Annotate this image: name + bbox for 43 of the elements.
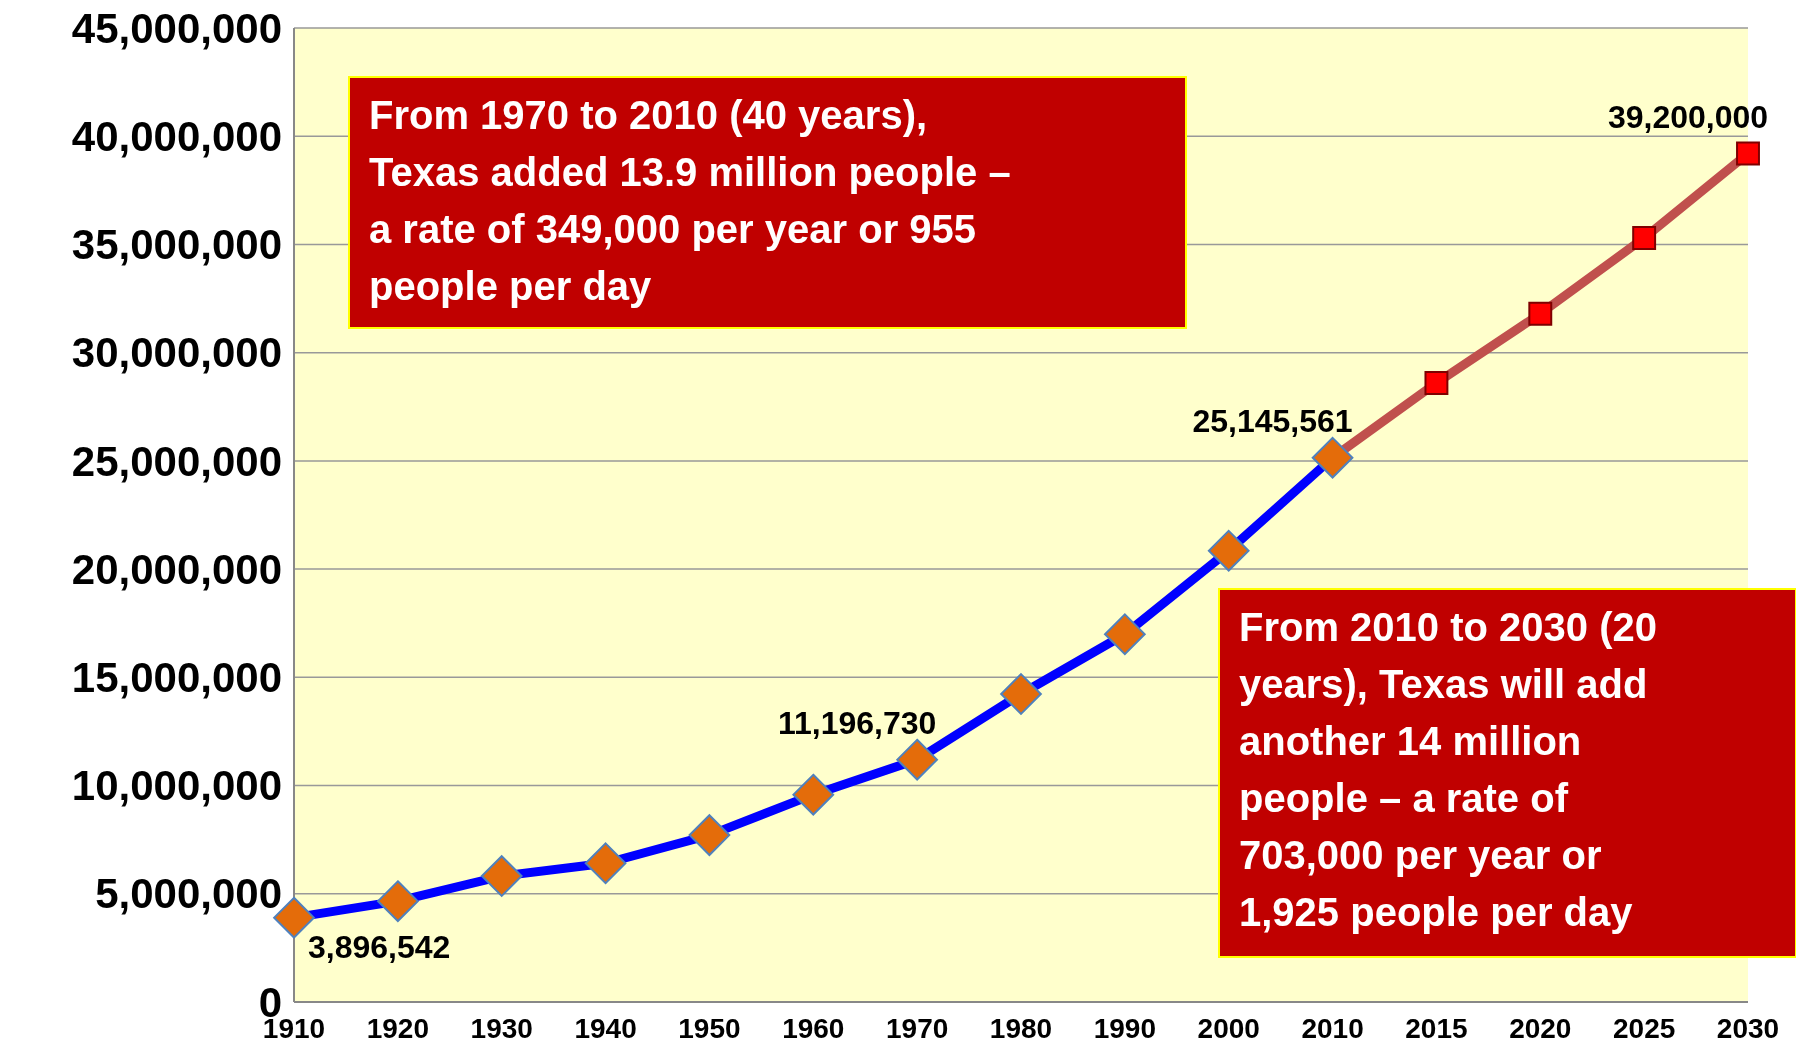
data-label: 3,896,542 — [308, 928, 451, 965]
point — [377, 880, 419, 922]
x-tick-label: 1920 — [366, 1013, 430, 1044]
point — [1104, 613, 1146, 656]
point — [1311, 436, 1354, 479]
y-tick-label: 20,000,000 — [71, 545, 282, 593]
point — [480, 855, 523, 897]
x-tick-label: 2020 — [1509, 1013, 1572, 1044]
y-tick-label: 45,000,000 — [71, 4, 282, 52]
x-tick-label: 1980 — [989, 1013, 1053, 1044]
y-tick-label: 40,000,000 — [71, 112, 282, 160]
x-tick-label: 2015 — [1405, 1013, 1468, 1044]
y-tick-label: 35,000,000 — [71, 221, 282, 269]
x-tick-label: 2010 — [1301, 1013, 1364, 1044]
data-label: 11,196,730 — [777, 704, 937, 741]
data-label: 25,145,561 — [1192, 402, 1353, 439]
point — [1000, 673, 1042, 715]
point — [1736, 141, 1760, 166]
point — [1424, 371, 1449, 395]
point — [896, 738, 938, 781]
point — [584, 842, 627, 885]
y-tick-label: 25,000,000 — [71, 437, 282, 485]
x-tick-label: 1990 — [1093, 1013, 1157, 1044]
x-tick-label: 2000 — [1197, 1013, 1260, 1044]
point — [1207, 529, 1250, 572]
y-tick-label: 5,000,000 — [95, 870, 282, 918]
y-tick-label: 10,000,000 — [71, 762, 282, 810]
x-tick-label: 1970 — [885, 1013, 949, 1044]
x-tick-label: 2025 — [1612, 1013, 1676, 1044]
x-tick-label: 1940 — [574, 1013, 637, 1044]
x-tick-label: 1950 — [678, 1013, 741, 1044]
point — [688, 814, 731, 856]
x-tick-label: 2030 — [1716, 1013, 1780, 1044]
point — [792, 773, 835, 816]
data-label: 39,200,000 — [1607, 98, 1769, 135]
annotation: From 1970 to 2010 (40 years), Texas added 13.9 million people – a rate of 349,000 per year or 955 people per day — [369, 93, 1011, 308]
point — [1528, 301, 1553, 326]
x-tick-label: 1960 — [782, 1013, 845, 1044]
point — [1632, 226, 1657, 250]
annotation: From 2010 to 2030 (20 years), Texas will add another 14 million people – a rate of 703,000 per year or 1,925 people per day — [1239, 605, 1657, 934]
y-tick-label: 15,000,000 — [71, 654, 282, 702]
y-tick-label: 30,000,000 — [71, 329, 282, 377]
x-tick-label: 1930 — [470, 1013, 533, 1044]
